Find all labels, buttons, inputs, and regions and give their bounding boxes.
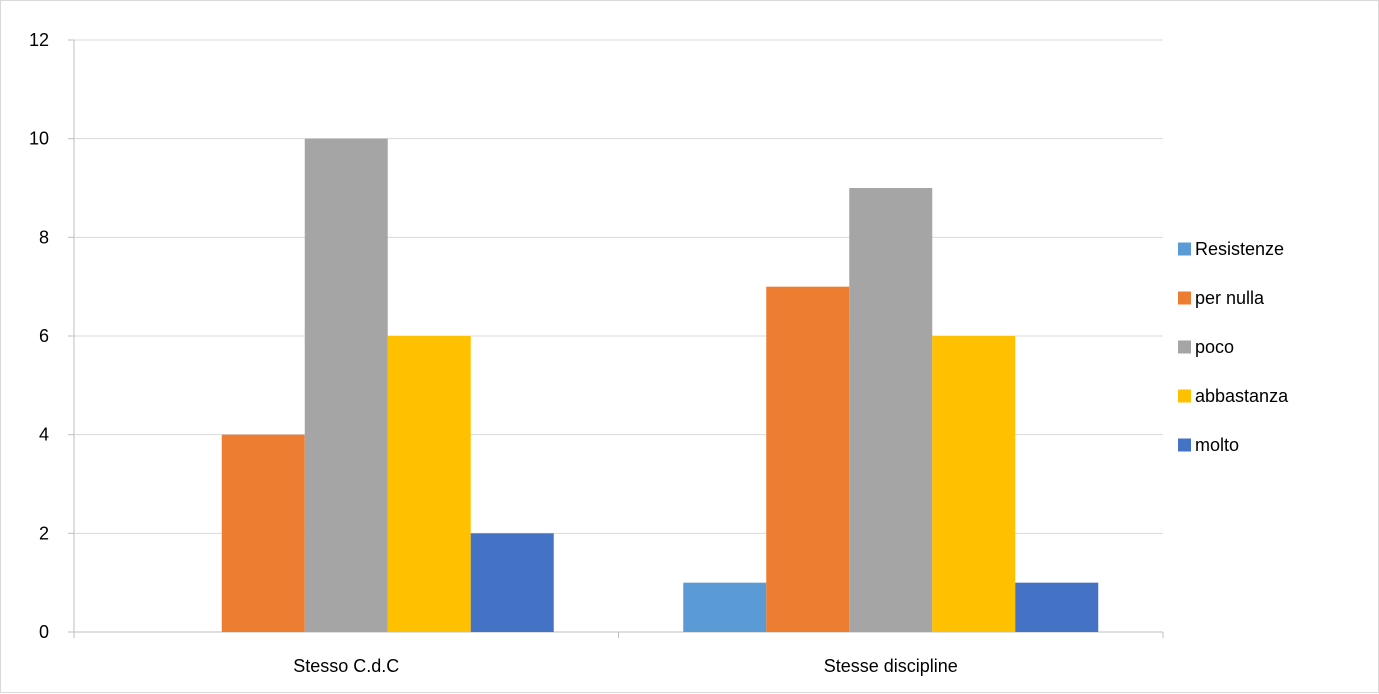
bar-per-nulla-1 [766,286,850,632]
legend-swatch [1178,389,1191,403]
legend-label: poco [1195,337,1234,357]
y-tick-label: 6 [39,326,49,346]
y-tick-label: 0 [39,622,49,642]
legend-swatch [1178,438,1191,452]
bar-abbastanza-0 [387,336,471,632]
legend-label: abbastanza [1195,386,1289,406]
x-tick-label: Stesse discipline [824,656,958,676]
legend-swatch [1178,291,1191,305]
y-tick-label: 10 [29,129,49,149]
legend-label: Resistenze [1195,239,1284,259]
legend-swatch [1178,340,1191,354]
y-tick-label: 4 [39,425,49,445]
bar-molto-0 [470,533,554,632]
legend-swatch [1178,242,1191,256]
bar-per-nulla-0 [221,434,305,632]
bar-molto-1 [1015,582,1099,632]
x-tick-label: Stesso C.d.C [293,656,399,676]
bars [221,138,1099,632]
bar-poco-0 [304,138,388,632]
y-tick-label: 2 [39,523,49,543]
bar-abbastanza-1 [932,336,1016,632]
y-tick-label: 8 [39,227,49,247]
bar-Resistenze-1 [683,582,767,632]
legend-label: per nulla [1195,288,1265,308]
tick-labels: 0 2 4 6 8 10 12 Stesso C.d.C Stesse discipline [29,30,958,676]
legend-label: molto [1195,435,1239,455]
y-tick-label: 12 [29,30,49,50]
bar-poco-1 [849,188,933,632]
legend: Resistenze per nulla poco abbastanza molto [1178,239,1289,455]
